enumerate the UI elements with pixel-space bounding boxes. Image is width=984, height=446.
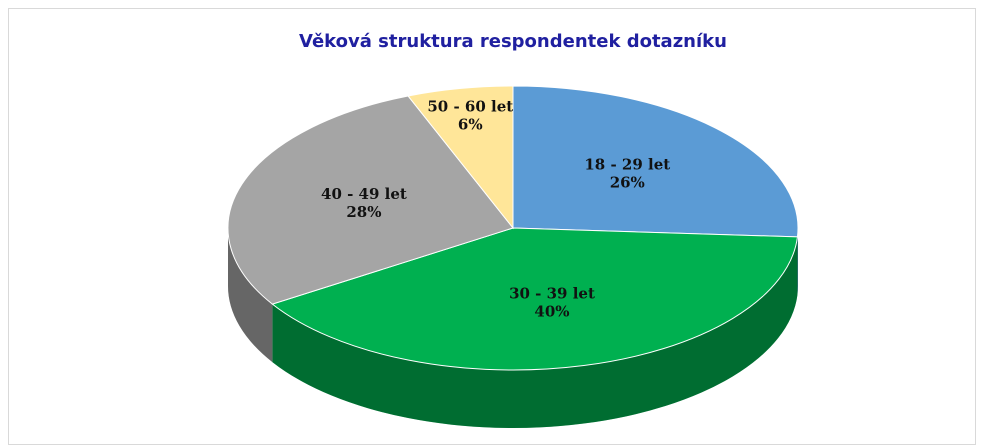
slice-category-label: 40 - 49 let xyxy=(321,185,407,203)
slice-value-label: 26% xyxy=(610,174,645,192)
pie-sides xyxy=(228,228,798,429)
slice xyxy=(512,85,799,238)
slice xyxy=(407,85,514,230)
slice-value-label: 40% xyxy=(534,303,569,321)
pie-tops xyxy=(227,85,799,371)
slice-side-shade xyxy=(228,228,273,363)
slice-side-shade xyxy=(797,228,798,295)
chart-title: Věková struktura respondentek dotazníku xyxy=(299,31,727,52)
slice-value-label: 6% xyxy=(458,115,483,133)
slice xyxy=(227,95,514,305)
slice-category-label: 50 - 60 let xyxy=(427,97,513,115)
slice-category-label: 30 - 39 let xyxy=(509,285,595,303)
slice-side-shade xyxy=(272,236,798,429)
slice-side xyxy=(272,236,798,429)
slice-side xyxy=(797,228,798,295)
slice xyxy=(271,227,799,371)
slice-side xyxy=(228,228,273,363)
slice-value-label: 28% xyxy=(346,203,381,221)
slice-category-label: 18 - 29 let xyxy=(584,156,670,174)
